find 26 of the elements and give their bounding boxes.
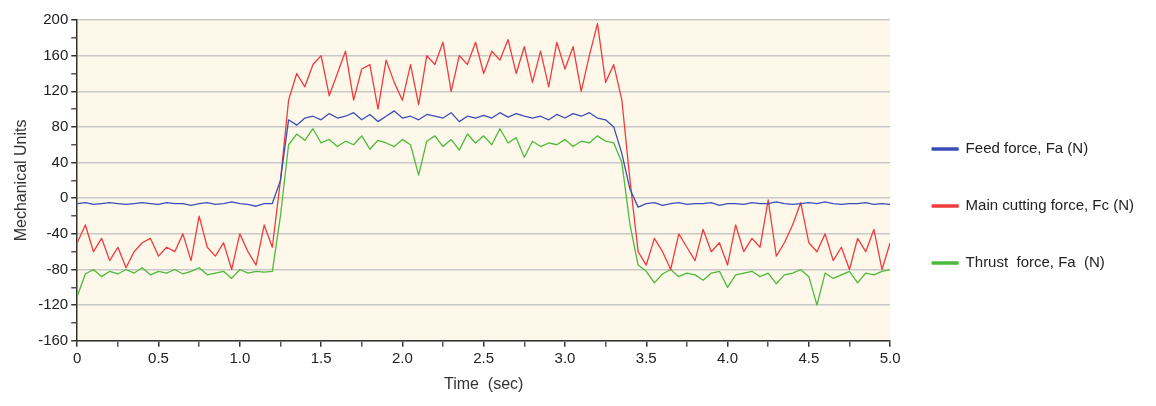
x-tick-label: 0.5 bbox=[148, 348, 169, 366]
y-tick-label: 120 bbox=[43, 81, 69, 99]
y-tick-label: 0 bbox=[59, 188, 69, 206]
y-tick-label: 160 bbox=[43, 45, 69, 63]
y-tick-label: 80 bbox=[51, 117, 69, 135]
y-axis-title: Mechanical Units bbox=[12, 119, 30, 242]
x-tick-label: 3.0 bbox=[554, 348, 576, 366]
y-tick-label: 40 bbox=[51, 152, 69, 170]
y-tick-label: -160 bbox=[38, 330, 69, 348]
x-tick-label: 3.5 bbox=[635, 348, 657, 366]
x-tick-label: 0 bbox=[73, 348, 82, 366]
x-tick-label: 1.0 bbox=[229, 348, 251, 366]
legend-label: Thrust force, Fa (N) bbox=[965, 253, 1105, 271]
y-tick-label: -80 bbox=[46, 259, 69, 277]
y-tick-label: -120 bbox=[38, 295, 69, 313]
y-tick-label: -40 bbox=[46, 224, 69, 242]
legend-label: Main cutting force, Fc (N) bbox=[965, 196, 1135, 214]
x-tick-label: 2.0 bbox=[391, 348, 413, 366]
x-tick-label: 4.5 bbox=[798, 348, 820, 366]
x-tick-label: 2.5 bbox=[473, 348, 495, 366]
x-tick-label: 4.0 bbox=[717, 348, 738, 366]
y-tick-label: 200 bbox=[43, 10, 69, 28]
legend-label: Feed force, Fa (N) bbox=[965, 139, 1089, 157]
x-tick-label: 5.0 bbox=[879, 348, 901, 366]
x-tick-label: 1.5 bbox=[310, 348, 332, 366]
x-axis-title: Time (sec) bbox=[443, 374, 524, 392]
